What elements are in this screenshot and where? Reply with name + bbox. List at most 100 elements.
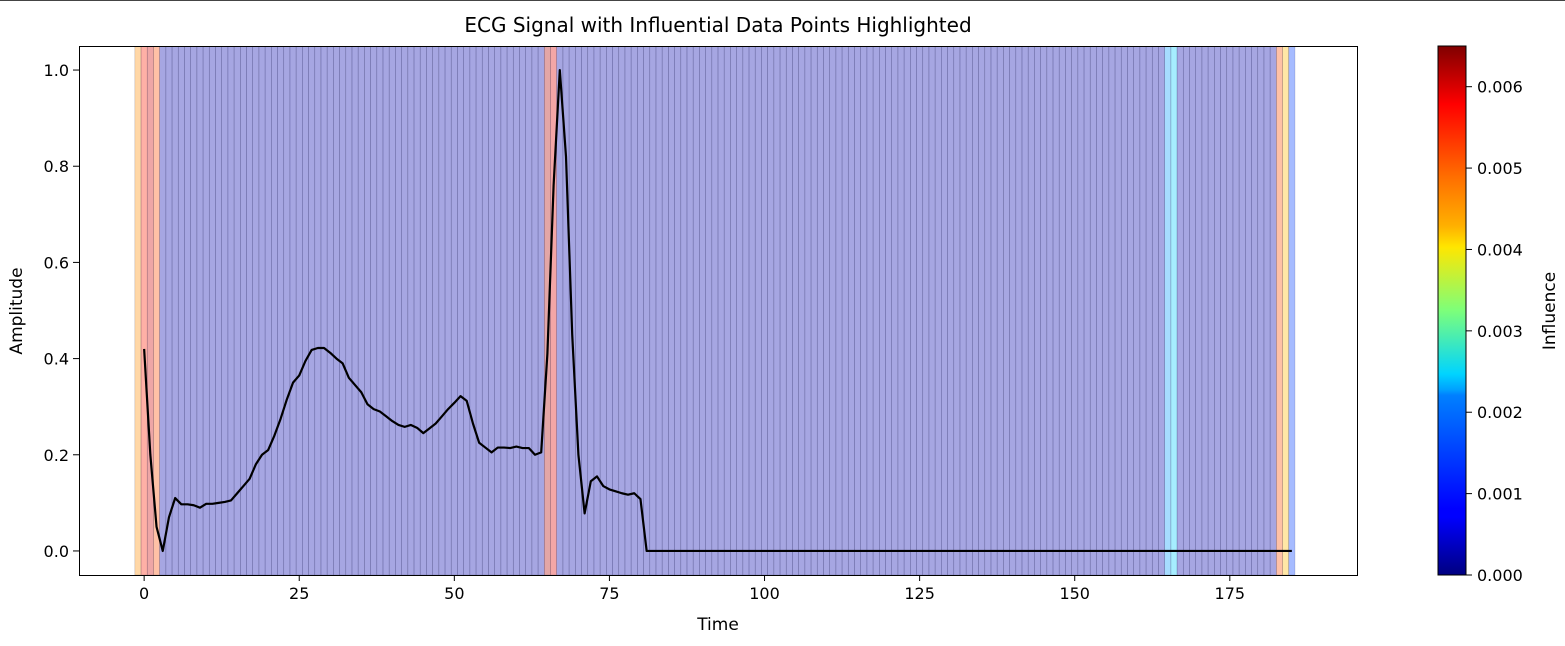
influence-band	[928, 46, 936, 575]
x-tick-label: 125	[904, 584, 935, 603]
influence-band	[649, 46, 657, 575]
influence-band	[463, 46, 471, 575]
influence-band	[612, 46, 620, 575]
influence-band	[1145, 46, 1153, 575]
influence-band	[432, 46, 440, 575]
influence-band	[575, 46, 582, 575]
influence-band	[947, 46, 955, 575]
influence-band	[1226, 46, 1234, 575]
influence-band	[333, 46, 340, 575]
colorbar-tick-label: 0.002	[1477, 403, 1523, 422]
x-axis: 0 25 50 75 100 125 150 175	[139, 575, 1245, 603]
influence-band	[289, 46, 297, 575]
influence-band	[326, 46, 334, 575]
influence-band	[1114, 46, 1122, 575]
chart-title: ECG Signal with Influential Data Points …	[464, 13, 971, 37]
influence-band	[215, 46, 222, 575]
influence-band	[792, 46, 799, 575]
influence-band	[469, 46, 477, 575]
influence-band	[475, 46, 483, 575]
x-tick-label: 175	[1215, 584, 1246, 603]
x-tick-label: 100	[749, 584, 780, 603]
influence-band	[426, 46, 433, 575]
influence-band	[1077, 46, 1085, 575]
influence-band	[798, 46, 806, 575]
influence-band	[395, 46, 402, 575]
figure-top-border	[0, 0, 1565, 1]
influence-band	[754, 46, 762, 575]
influence-band	[680, 46, 688, 575]
colorbar-tick-label: 0.001	[1477, 485, 1523, 504]
influence-band	[674, 46, 682, 575]
influence-band	[159, 46, 167, 575]
influence-band	[736, 46, 744, 575]
influence-band	[221, 46, 229, 575]
y-tick-label: 1.0	[44, 61, 69, 80]
influence-band	[1071, 46, 1079, 575]
influence-band	[767, 46, 775, 575]
influence-band	[1096, 46, 1103, 575]
influence-band	[488, 46, 495, 575]
influence-band	[233, 46, 241, 575]
influence-band	[829, 46, 837, 575]
influence-band	[382, 46, 390, 575]
influence-band	[816, 46, 824, 575]
influence-band	[1269, 46, 1277, 575]
influence-band	[1207, 46, 1215, 575]
x-axis-label: Time	[696, 615, 739, 635]
influence-band	[1133, 46, 1141, 575]
influence-band	[1158, 46, 1165, 575]
influence-band	[512, 46, 520, 575]
influence-band	[345, 46, 353, 575]
influence-band	[711, 46, 719, 575]
influence-band	[252, 46, 260, 575]
influence-band	[779, 46, 787, 575]
influence-band	[419, 46, 427, 575]
influence-band	[457, 46, 464, 575]
colorbar-tick-label: 0.005	[1477, 159, 1523, 178]
influence-band	[593, 46, 601, 575]
influence-band	[283, 46, 291, 575]
influence-band	[1201, 46, 1209, 575]
y-tick-label: 0.8	[44, 157, 69, 176]
influence-band	[264, 46, 272, 575]
influence-band	[730, 46, 737, 575]
colorbar	[1437, 45, 1467, 576]
influence-band	[1282, 46, 1290, 575]
influence-band	[860, 46, 868, 575]
influence-band	[643, 46, 651, 575]
y-tick-label: 0.0	[44, 542, 69, 561]
influence-band	[1108, 46, 1116, 575]
influence-band	[581, 46, 589, 575]
influence-band	[606, 46, 613, 575]
influence-band	[773, 46, 781, 575]
y-tick-label: 0.2	[44, 446, 69, 465]
influence-band	[1232, 46, 1240, 575]
influence-band	[965, 46, 973, 575]
influence-band	[785, 46, 793, 575]
influence-band	[692, 46, 700, 575]
x-tick-label: 50	[444, 584, 464, 603]
influence-band	[500, 46, 508, 575]
influence-band	[1083, 46, 1091, 575]
influence-band	[165, 46, 173, 575]
influence-band	[562, 46, 570, 575]
influence-band	[978, 46, 986, 575]
influence-band	[388, 46, 396, 575]
y-tick-label: 0.6	[44, 253, 69, 272]
influence-band	[1176, 46, 1184, 575]
x-tick-label: 25	[289, 584, 309, 603]
influence-band	[804, 46, 812, 575]
influence-band	[401, 46, 409, 575]
influence-band	[246, 46, 253, 575]
influence-band	[897, 46, 905, 575]
influence-band	[444, 46, 452, 575]
x-tick-label: 150	[1059, 584, 1090, 603]
influence-band	[1034, 46, 1041, 575]
influence-band	[1003, 46, 1010, 575]
influence-band	[146, 46, 154, 575]
influence-band	[1139, 46, 1147, 575]
colorbar-tick-label: 0.004	[1477, 240, 1523, 259]
influence-band	[320, 46, 328, 575]
